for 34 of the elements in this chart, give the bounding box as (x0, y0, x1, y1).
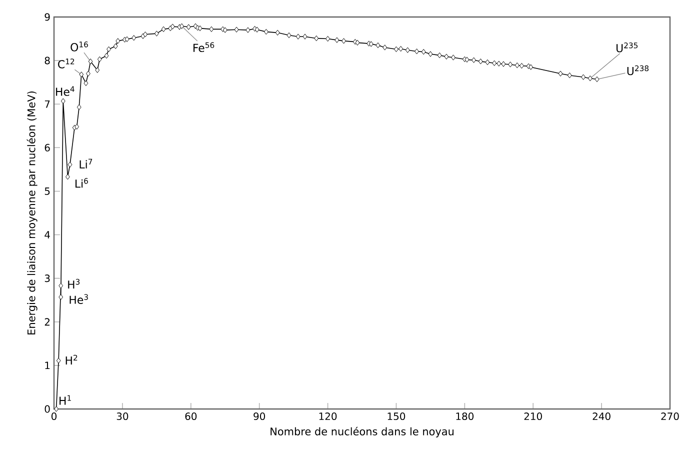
y-tick-label: 7 (44, 100, 50, 108)
y-tick-label: 0 (44, 405, 50, 413)
y-tick-label: 4 (44, 231, 50, 238)
annotation: C$^{12}$ (58, 58, 74, 68)
y-tick-label: 8 (44, 56, 50, 64)
annotation: U$^{238}$ (627, 65, 649, 76)
annotation: Li$^{6}$ (76, 178, 88, 188)
y-tick-label: 3 (44, 274, 50, 282)
annotation: O$^{16}$ (70, 42, 88, 52)
y-tick-label: 5 (44, 188, 50, 195)
x-tick-label: 30 (116, 412, 128, 420)
annotation: U$^{235}$ (616, 42, 638, 52)
x-tick-label: 270 (661, 412, 679, 420)
x-tick-label: 90 (254, 412, 266, 420)
y-tick-label: 6 (44, 144, 50, 152)
y-tick-label: 9 (44, 13, 50, 21)
x-tick-label: 210 (524, 412, 542, 420)
y-axis-title: Energie de liaison moyenne par nucléon (MeV) (26, 91, 38, 334)
y-tick-label: 1 (45, 362, 50, 370)
x-tick-label: 150 (388, 412, 406, 420)
annotation: Fe$^{56}$ (193, 42, 214, 52)
annotation: H$^{1}$ (60, 395, 71, 405)
y-tick-label: 2 (44, 318, 50, 326)
annotation: H$^{2}$ (66, 354, 78, 364)
x-tick-label: 180 (456, 412, 474, 420)
annotation: He$^{4}$ (56, 86, 74, 96)
x-axis-title: Nombre de nucléons dans le noyau (270, 426, 454, 438)
annotation: H$^{3}$ (68, 278, 80, 289)
x-tick-label: 120 (319, 412, 337, 420)
annotation: Li$^{7}$ (80, 158, 92, 168)
annotation: He$^{3}$ (70, 294, 88, 304)
x-tick-label: 240 (592, 412, 610, 420)
x-tick-label: 0 (51, 412, 57, 420)
x-tick-label: 60 (185, 412, 197, 420)
